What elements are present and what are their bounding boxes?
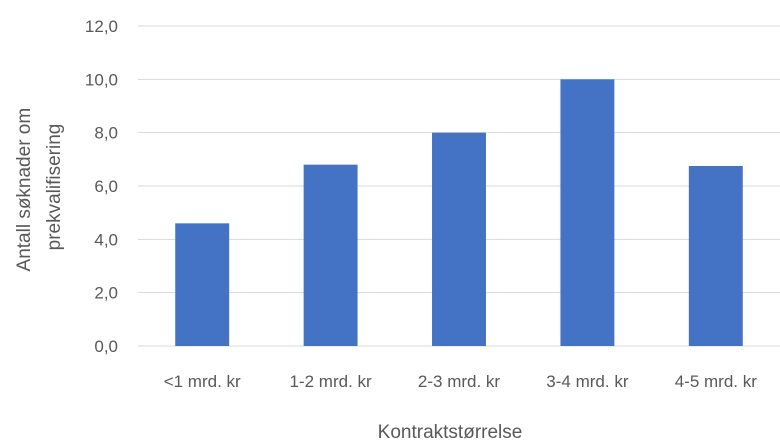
y-tick-labels: 0,0 2,0 4,0 6,0 8,0 10,0 12,0 (85, 17, 118, 356)
x-tick-label: 2-3 mrd. kr (418, 372, 501, 391)
y-tick-label: 8,0 (94, 124, 118, 143)
x-tick-label: 4-5 mrd. kr (675, 372, 758, 391)
y-tick-label: 10,0 (85, 70, 118, 89)
bar (432, 132, 486, 346)
y-tick-label: 2,0 (94, 284, 118, 303)
x-axis-title: Kontraktstørrelse (378, 422, 523, 443)
x-tick-label: 1-2 mrd. kr (290, 372, 373, 391)
bar (175, 223, 230, 346)
bar (560, 79, 615, 346)
y-axis-title: Antall søknader om prekvalifisering (14, 103, 65, 272)
y-tick-label: 0,0 (94, 337, 118, 356)
y-tick-label: 6,0 (94, 177, 118, 196)
x-tick-labels: <1 mrd. kr 1-2 mrd. kr 2-3 mrd. kr 3-4 mrd.… (164, 372, 758, 391)
y-tick-label: 12,0 (85, 17, 118, 36)
y-tick-label: 4,0 (94, 230, 118, 249)
y-axis-title-line-1: Antall søknader om (14, 108, 35, 272)
bar (688, 166, 743, 346)
bar (303, 164, 358, 346)
y-axis-title-line-2: prekvalifisering (44, 124, 65, 251)
bars (175, 79, 743, 346)
x-tick-label: 3-4 mrd. kr (546, 372, 629, 391)
x-tick-label: <1 mrd. kr (164, 372, 241, 391)
